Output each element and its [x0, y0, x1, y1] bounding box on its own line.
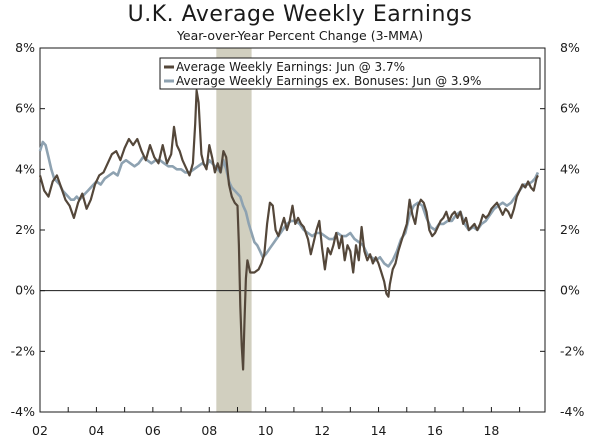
x-tick-label: 02 [32, 423, 48, 438]
chart-subtitle: Year-over-Year Percent Change (3-MMA) [176, 28, 424, 43]
series-layer [38, 89, 540, 371]
x-tick-label: 12 [314, 423, 330, 438]
y-tick-label-left: 8% [15, 40, 35, 55]
chart-title: U.K. Average Weekly Earnings [127, 2, 473, 27]
legend-box [159, 57, 541, 90]
y-tick-label-right: 8% [560, 40, 580, 55]
y-tick-label-left: 4% [15, 161, 35, 176]
recession-band-layer [216, 48, 252, 412]
y-tick-label-left: 6% [15, 101, 35, 116]
legend-label: Average Weekly Earnings ex. Bonuses: Jun… [176, 74, 481, 88]
x-tick-label: 06 [145, 423, 161, 438]
recession-band [216, 48, 252, 412]
x-tick-label: 18 [483, 423, 499, 438]
y-tick-label-right: -2% [560, 343, 584, 358]
y-tick-label-left: -4% [11, 404, 35, 419]
legend-label: Average Weekly Earnings: Jun @ 3.7% [176, 60, 405, 74]
x-tick-label: 16 [427, 423, 443, 438]
y-tick-label-left: -2% [11, 343, 35, 358]
x-tick-label: 14 [371, 423, 387, 438]
legend: Average Weekly Earnings: Jun @ 3.7%Avera… [159, 57, 541, 90]
x-tick-label: 10 [258, 423, 274, 438]
y-tick-label-right: 2% [560, 222, 580, 237]
y-tick-label-right: 0% [560, 283, 580, 298]
x-tick-label: 04 [88, 423, 104, 438]
tick-labels: -4% -4% -2% -2% 0% 0% 2% 2% 4% 4% 6% 6% 8% 8% 02 04 06 08… [11, 40, 585, 438]
y-tick-label-right: -4% [560, 404, 584, 419]
y-tick-label-right: 6% [560, 101, 580, 116]
x-tick-label: 08 [201, 423, 217, 438]
y-tick-label-right: 4% [560, 161, 580, 176]
axes-layer [39, 47, 546, 413]
y-tick-label-left: 0% [15, 283, 35, 298]
series-line-avg-weekly-earnings [38, 89, 539, 371]
y-tick-label-left: 2% [15, 222, 35, 237]
series-line-ex-bonuses [38, 140, 540, 268]
